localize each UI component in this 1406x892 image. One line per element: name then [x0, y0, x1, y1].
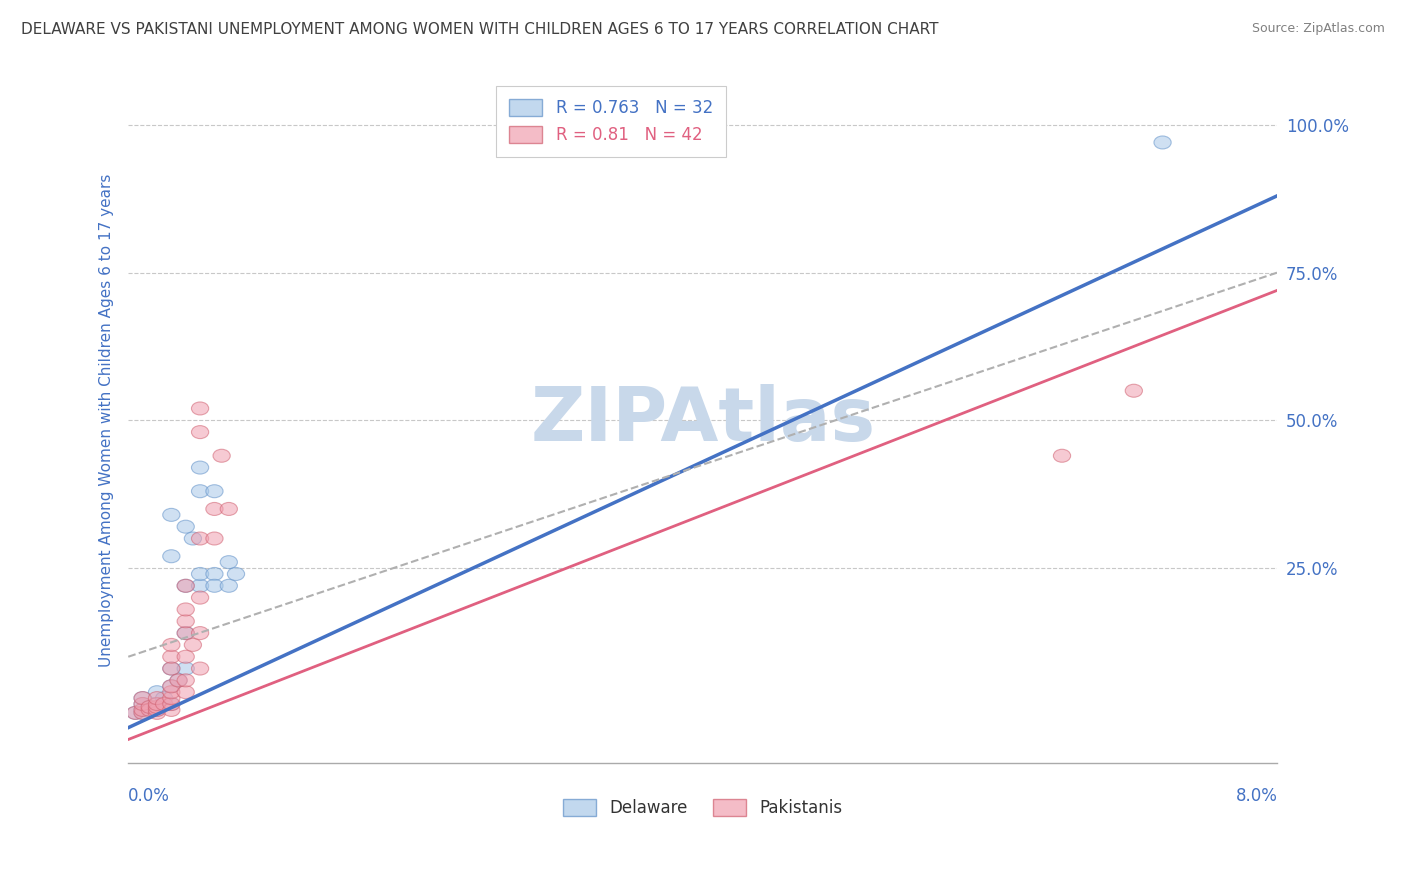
Ellipse shape	[221, 556, 238, 569]
Ellipse shape	[170, 673, 187, 687]
Ellipse shape	[141, 700, 159, 714]
Ellipse shape	[163, 662, 180, 675]
Ellipse shape	[163, 549, 180, 563]
Ellipse shape	[184, 532, 201, 545]
Ellipse shape	[177, 686, 194, 698]
Ellipse shape	[177, 673, 194, 687]
Ellipse shape	[127, 706, 143, 719]
Ellipse shape	[141, 704, 159, 716]
Ellipse shape	[163, 698, 180, 711]
Ellipse shape	[163, 680, 180, 693]
Legend: Delaware, Pakistanis: Delaware, Pakistanis	[557, 792, 849, 823]
Ellipse shape	[191, 461, 208, 474]
Ellipse shape	[163, 686, 180, 698]
Text: 8.0%: 8.0%	[1236, 787, 1278, 805]
Ellipse shape	[163, 691, 180, 705]
Ellipse shape	[205, 484, 224, 498]
Ellipse shape	[134, 698, 152, 711]
Text: Source: ZipAtlas.com: Source: ZipAtlas.com	[1251, 22, 1385, 36]
Ellipse shape	[191, 402, 208, 415]
Ellipse shape	[156, 691, 173, 705]
Ellipse shape	[163, 508, 180, 521]
Ellipse shape	[134, 691, 152, 705]
Ellipse shape	[191, 662, 208, 675]
Ellipse shape	[191, 591, 208, 604]
Ellipse shape	[163, 704, 180, 716]
Ellipse shape	[221, 579, 238, 592]
Ellipse shape	[149, 700, 166, 714]
Ellipse shape	[149, 698, 166, 711]
Ellipse shape	[212, 450, 231, 462]
Ellipse shape	[134, 706, 152, 719]
Text: ZIPAtlas: ZIPAtlas	[530, 384, 876, 457]
Ellipse shape	[163, 662, 180, 675]
Text: 0.0%: 0.0%	[128, 787, 170, 805]
Ellipse shape	[1053, 450, 1070, 462]
Ellipse shape	[163, 639, 180, 651]
Ellipse shape	[177, 626, 194, 640]
Ellipse shape	[221, 502, 238, 516]
Ellipse shape	[177, 650, 194, 664]
Ellipse shape	[156, 698, 173, 711]
Ellipse shape	[177, 662, 194, 675]
Y-axis label: Unemployment Among Women with Children Ages 6 to 17 years: Unemployment Among Women with Children A…	[100, 174, 114, 667]
Ellipse shape	[177, 615, 194, 628]
Ellipse shape	[163, 698, 180, 711]
Ellipse shape	[149, 698, 166, 711]
Ellipse shape	[191, 567, 208, 581]
Ellipse shape	[177, 603, 194, 616]
Ellipse shape	[191, 484, 208, 498]
Ellipse shape	[170, 673, 187, 687]
Ellipse shape	[184, 639, 201, 651]
Ellipse shape	[177, 626, 194, 640]
Ellipse shape	[134, 698, 152, 711]
Ellipse shape	[1125, 384, 1143, 397]
Ellipse shape	[205, 567, 224, 581]
Ellipse shape	[177, 579, 194, 592]
Ellipse shape	[149, 706, 166, 719]
Ellipse shape	[205, 532, 224, 545]
Ellipse shape	[177, 579, 194, 592]
Ellipse shape	[228, 567, 245, 581]
Ellipse shape	[191, 425, 208, 439]
Ellipse shape	[1154, 136, 1171, 149]
Ellipse shape	[191, 532, 208, 545]
Ellipse shape	[163, 650, 180, 664]
Ellipse shape	[191, 626, 208, 640]
Ellipse shape	[149, 686, 166, 698]
Ellipse shape	[177, 520, 194, 533]
Ellipse shape	[127, 706, 143, 719]
Ellipse shape	[134, 704, 152, 716]
Text: DELAWARE VS PAKISTANI UNEMPLOYMENT AMONG WOMEN WITH CHILDREN AGES 6 TO 17 YEARS : DELAWARE VS PAKISTANI UNEMPLOYMENT AMONG…	[21, 22, 939, 37]
Ellipse shape	[149, 704, 166, 716]
Ellipse shape	[134, 706, 152, 719]
Ellipse shape	[149, 704, 166, 716]
Ellipse shape	[191, 579, 208, 592]
Ellipse shape	[149, 691, 166, 705]
Ellipse shape	[205, 502, 224, 516]
Ellipse shape	[134, 704, 152, 716]
Ellipse shape	[205, 579, 224, 592]
Ellipse shape	[163, 680, 180, 693]
Ellipse shape	[141, 700, 159, 714]
Ellipse shape	[134, 691, 152, 705]
